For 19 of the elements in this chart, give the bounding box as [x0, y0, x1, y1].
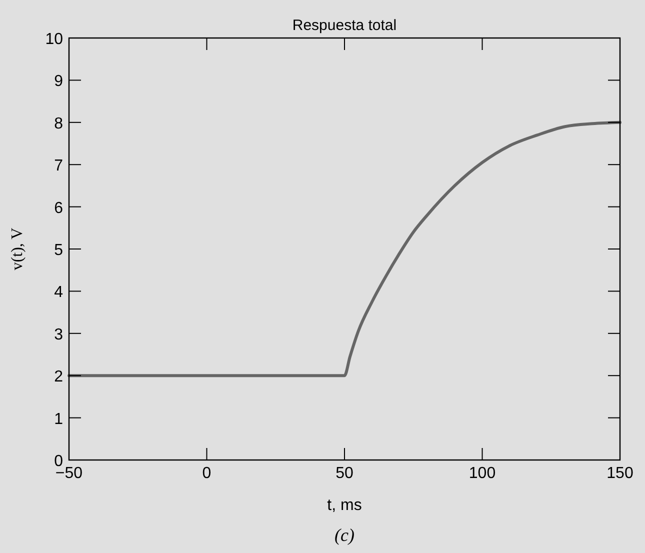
y-tick-label: 2 [54, 368, 64, 386]
x-axis-title: t, ms [327, 497, 362, 514]
y-tick-label: 9 [54, 73, 64, 90]
line-series [68, 120, 622, 378]
y-tick-label: 1 [54, 410, 64, 428]
x-tick-label: 150 [606, 465, 634, 482]
y-axis-title: v(t), V [9, 227, 26, 270]
x-tick-label: 0 [202, 465, 212, 482]
text: (c) [334, 525, 354, 545]
y-tick-label: 10 [45, 31, 64, 48]
x-tick-label: 50 [336, 465, 354, 482]
y-tick-label: 7 [54, 158, 64, 175]
y-tick-label: 4 [54, 284, 64, 302]
y-tick-label: 6 [54, 200, 64, 217]
chart-title: Respuesta total [292, 17, 397, 34]
y-tick-label: 8 [54, 115, 64, 132]
y-tick-label: 5 [54, 242, 64, 259]
y-tick-label: 3 [54, 326, 64, 344]
x-tick-label: 100 [468, 465, 496, 482]
